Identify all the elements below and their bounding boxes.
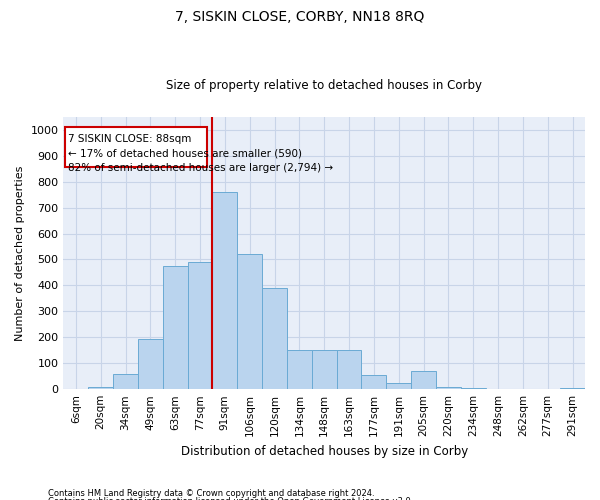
- Title: Size of property relative to detached houses in Corby: Size of property relative to detached ho…: [166, 79, 482, 92]
- Bar: [163, 266, 188, 389]
- Bar: [113, 374, 138, 389]
- Bar: [361, 375, 386, 389]
- Text: 7 SISKIN CLOSE: 88sqm
← 17% of detached houses are smaller (590)
82% of semi-det: 7 SISKIN CLOSE: 88sqm ← 17% of detached …: [68, 134, 334, 173]
- Text: Contains public sector information licensed under the Open Government Licence v3: Contains public sector information licen…: [48, 497, 413, 500]
- Bar: [436, 386, 461, 389]
- Bar: [411, 371, 436, 389]
- Bar: [212, 192, 237, 389]
- Bar: [312, 350, 337, 389]
- Bar: [237, 254, 262, 389]
- Bar: [287, 350, 312, 389]
- Bar: [337, 350, 361, 389]
- Text: 7, SISKIN CLOSE, CORBY, NN18 8RQ: 7, SISKIN CLOSE, CORBY, NN18 8RQ: [175, 10, 425, 24]
- Bar: [386, 382, 411, 389]
- Bar: [560, 388, 585, 389]
- Bar: [262, 288, 287, 389]
- FancyBboxPatch shape: [65, 127, 208, 168]
- Y-axis label: Number of detached properties: Number of detached properties: [15, 166, 25, 340]
- Bar: [138, 338, 163, 389]
- Text: Contains HM Land Registry data © Crown copyright and database right 2024.: Contains HM Land Registry data © Crown c…: [48, 488, 374, 498]
- Bar: [88, 386, 113, 389]
- Bar: [188, 262, 212, 389]
- Bar: [461, 388, 485, 389]
- X-axis label: Distribution of detached houses by size in Corby: Distribution of detached houses by size …: [181, 444, 468, 458]
